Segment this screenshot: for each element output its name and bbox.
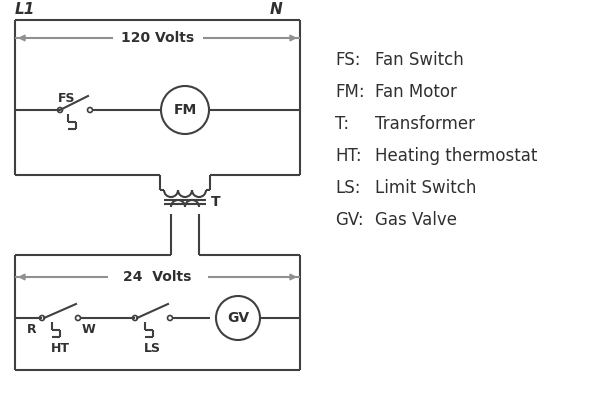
Text: Heating thermostat: Heating thermostat [375, 147, 537, 165]
Text: T: T [211, 195, 221, 209]
Text: FM: FM [173, 103, 196, 117]
Text: LS: LS [144, 342, 161, 355]
Text: Fan Switch: Fan Switch [375, 51, 464, 69]
Text: FS:: FS: [335, 51, 360, 69]
Text: 120 Volts: 120 Volts [121, 31, 194, 45]
Text: GV: GV [227, 311, 249, 325]
Text: HT: HT [51, 342, 70, 355]
Text: Fan Motor: Fan Motor [375, 83, 457, 101]
Text: HT:: HT: [335, 147, 362, 165]
Text: Limit Switch: Limit Switch [375, 179, 476, 197]
Text: T:: T: [335, 115, 349, 133]
Text: N: N [270, 2, 283, 17]
Text: GV:: GV: [335, 211, 363, 229]
Text: FS: FS [58, 92, 76, 105]
Text: Transformer: Transformer [375, 115, 475, 133]
Text: R: R [27, 323, 37, 336]
Text: 24  Volts: 24 Volts [123, 270, 192, 284]
Text: W: W [82, 323, 96, 336]
Text: L1: L1 [15, 2, 35, 17]
Text: Gas Valve: Gas Valve [375, 211, 457, 229]
Text: FM:: FM: [335, 83, 365, 101]
Text: LS:: LS: [335, 179, 360, 197]
